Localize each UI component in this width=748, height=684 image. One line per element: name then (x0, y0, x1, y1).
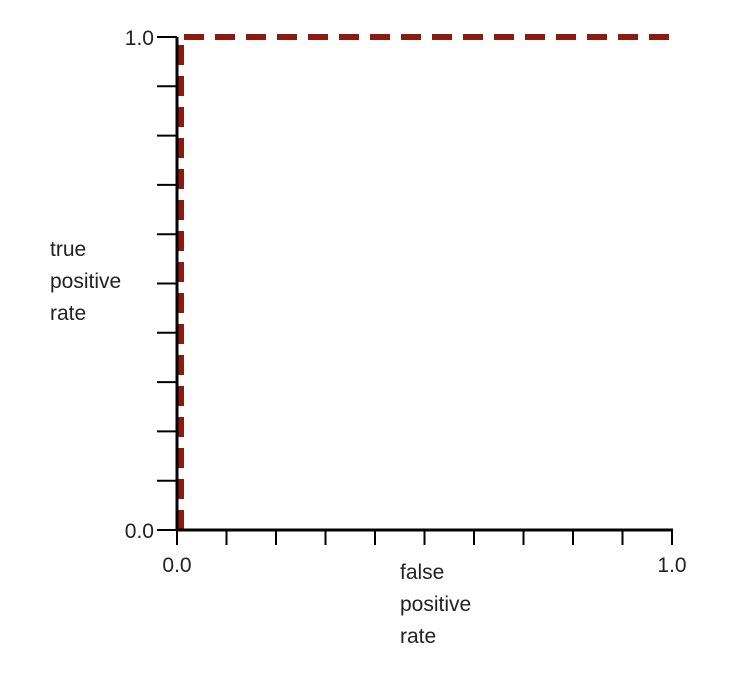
y-tick-label-bottom: 0.0 (125, 520, 154, 543)
series-layer (178, 34, 672, 530)
roc-curve-series-0 (178, 34, 672, 530)
x-axis-title: false positive rate (400, 561, 472, 648)
y-axis-title: true positive rate (50, 238, 122, 325)
y-tick-label-top: 1.0 (125, 27, 154, 50)
x-tick-label-right: 1.0 (657, 554, 686, 577)
ticks-layer (157, 36, 673, 545)
x-tick-label-left: 0.0 (162, 554, 191, 577)
